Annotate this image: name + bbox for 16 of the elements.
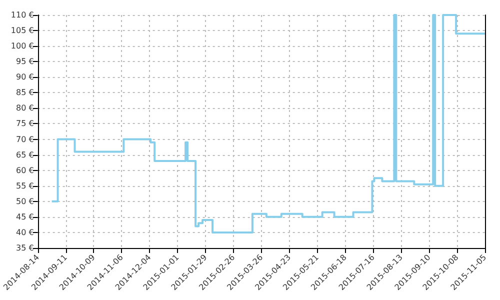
y-tick-label: 45 € [16, 212, 34, 222]
y-tick-label: 40 € [16, 228, 34, 237]
y-tick-label: 105 € [10, 26, 34, 36]
y-tick-label: 50 € [16, 196, 34, 206]
y-tick-label: 55 € [16, 181, 34, 190]
y-tick-label: 60 € [16, 166, 34, 175]
y-tick-label: 35 € [16, 244, 34, 252]
y-tick-label: 65 € [16, 150, 34, 160]
y-tick-label: 70 € [16, 134, 34, 144]
y-tick-label: 95 € [16, 57, 34, 66]
y-tick-label: 100 € [10, 42, 34, 51]
y-tick-label: 110 € [10, 10, 34, 20]
y-tick-label: 90 € [16, 72, 34, 82]
y-tick-label: 85 € [16, 88, 34, 98]
y-tick-label: 80 € [16, 104, 34, 113]
y-tick-label: 75 € [16, 119, 34, 128]
